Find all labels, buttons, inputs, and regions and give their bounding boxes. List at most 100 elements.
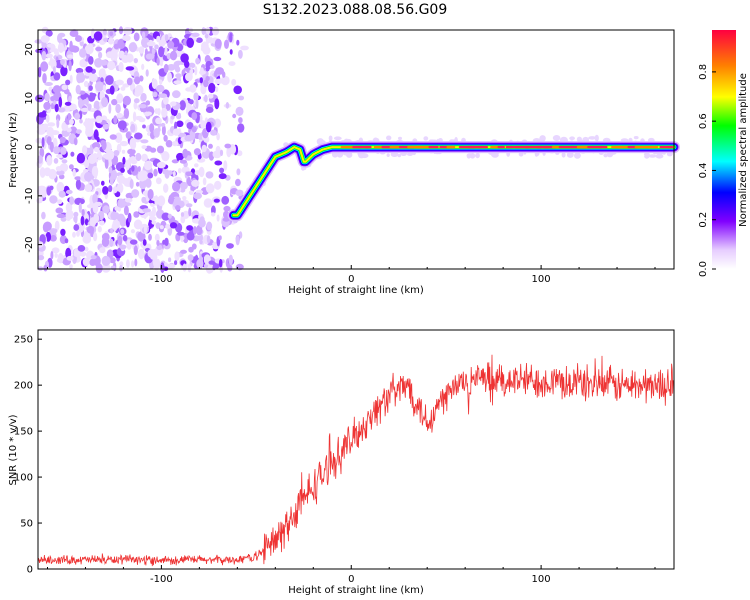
noise-blob [164,34,169,42]
noise-blob [69,126,78,135]
noise-blob [78,227,84,233]
ridge-speckle [576,136,583,142]
noise-blob [133,58,138,64]
noise-blob [80,184,85,191]
noise-blob [196,258,204,269]
noise-blob [224,143,232,149]
noise-blob [195,57,201,65]
noise-blob [104,158,109,169]
noise-blob [59,163,69,172]
noise-blob [93,232,98,242]
noise-blob [40,35,50,43]
noise-blob [101,233,110,241]
noise-blob [191,112,198,121]
noise-blob [101,97,109,108]
noise-blob [47,122,56,127]
noise-blob [50,251,54,260]
noise-blob [208,143,213,149]
noise-blob [119,140,129,147]
noise-blob [126,77,133,86]
noise-blob [66,255,74,261]
noise-blob [120,86,126,91]
noise-blob [137,248,145,260]
noise-blob [94,172,98,180]
noise-blob [84,171,93,182]
noise-blob [101,180,105,186]
snr-frame [37,329,675,570]
noise-blob [98,51,103,59]
noise-blob [108,37,114,45]
noise-blob [60,138,66,144]
noise-blob [55,207,64,214]
y-tick-label: -10 [24,188,35,204]
noise-blob [169,50,178,61]
noise-blob [196,157,206,163]
noise-blob [119,244,127,250]
noise-blob [167,72,173,83]
noise-blob [123,27,133,35]
y-tick-label: -20 [24,236,35,252]
noise-blob [66,54,74,59]
noise-blob [43,264,48,272]
noise-blob [83,98,89,105]
noise-blob [199,216,205,223]
ridge-speckle [594,134,599,142]
colorbar-label: Normalized spectral amplitude [738,73,749,227]
ridge-speckle [539,135,546,142]
noise-blob [203,198,213,208]
noise-blob [206,235,211,244]
noise-blob [58,174,65,180]
noise-blob [99,59,109,66]
noise-blob [123,205,129,216]
noise-blob [116,113,124,118]
noise-blob [179,181,188,190]
noise-blob [69,164,74,170]
noise-blob [74,197,84,205]
noise-blob [156,57,160,66]
noise-blob [75,35,82,42]
noise-blob [41,50,47,61]
noise-blob [205,171,214,179]
noise-blob [105,75,114,86]
spectrogram-x-ticks: -100 0 100 [46,265,656,285]
noise-blob [172,181,181,192]
noise-blob [214,78,222,84]
ridge-speckle [328,135,333,141]
noise-blob [101,255,111,266]
noise-blob [57,42,65,53]
noise-blob [113,115,118,124]
noise-blob [218,173,227,180]
noise-blob [77,245,86,252]
noise-blob [131,165,135,172]
noise-blob [57,253,64,264]
noise-blob [113,150,120,157]
noise-blob [168,194,174,205]
noise-blob [163,63,169,73]
noise-blob [85,125,92,135]
noise-blob [198,133,202,141]
noise-blob [45,30,53,37]
noise-blob [184,60,190,68]
noise-blob [109,238,114,247]
ridge-speckle [655,153,664,159]
noise-blob [101,263,111,273]
noise-blob [229,32,233,43]
colorbar-tick-label: 0.0 [698,261,709,277]
noise-blob [38,66,42,78]
noise-blob [101,115,108,121]
noise-blob [49,195,58,204]
noise-blob [99,247,106,254]
noise-blob [211,205,216,215]
noise-blob [102,123,110,130]
noise-blob [186,231,195,241]
noise-blob [124,197,133,203]
noise-blob [152,206,156,216]
noise-blob [174,251,180,262]
noise-blob [131,260,135,268]
noise-blob [186,122,194,130]
noise-blob [174,66,181,73]
noise-blob [66,209,73,217]
noise-blob [149,123,155,133]
noise-blob [127,148,136,155]
noise-blob [75,84,81,95]
